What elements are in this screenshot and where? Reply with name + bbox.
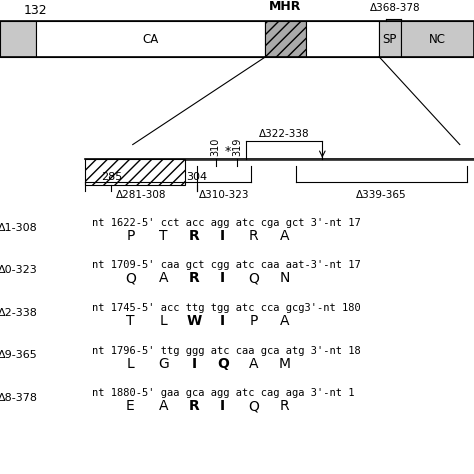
Text: Δ9-365: Δ9-365 bbox=[0, 350, 37, 361]
Text: nt 1709-5' caa gct cgg atc caa aat-3'-nt 17: nt 1709-5' caa gct cgg atc caa aat-3'-nt… bbox=[92, 260, 361, 271]
Bar bbox=[265, 21, 306, 57]
Text: A: A bbox=[159, 271, 168, 285]
Text: T: T bbox=[126, 314, 135, 328]
Text: L: L bbox=[127, 356, 134, 371]
Text: I: I bbox=[220, 271, 225, 285]
Text: MHR: MHR bbox=[269, 0, 301, 13]
Text: R: R bbox=[280, 399, 289, 413]
Text: I: I bbox=[220, 228, 225, 243]
Text: Δ281-308: Δ281-308 bbox=[116, 190, 166, 200]
Text: nt 1622-5' cct acc agg atc cga gct 3'-nt 17: nt 1622-5' cct acc agg atc cga gct 3'-nt… bbox=[92, 218, 361, 228]
Bar bbox=[85, 159, 185, 185]
Text: R: R bbox=[189, 271, 200, 285]
Text: nt 1880-5' gaa gca agg atc cag aga 3'-nt 1: nt 1880-5' gaa gca agg atc cag aga 3'-nt… bbox=[92, 388, 355, 399]
Text: 285: 285 bbox=[101, 173, 122, 182]
Text: E: E bbox=[126, 399, 135, 413]
Text: W: W bbox=[187, 314, 202, 328]
Text: *: * bbox=[224, 145, 231, 158]
Text: 319: 319 bbox=[232, 138, 242, 156]
Text: P: P bbox=[126, 228, 135, 243]
Text: nt 1745-5' acc ttg tgg atc cca gcg3'-nt 180: nt 1745-5' acc ttg tgg atc cca gcg3'-nt … bbox=[92, 303, 361, 313]
Text: G: G bbox=[158, 356, 169, 371]
Text: I: I bbox=[220, 314, 225, 328]
Text: Δ339-365: Δ339-365 bbox=[356, 190, 407, 200]
Bar bbox=[379, 21, 401, 57]
Text: SP: SP bbox=[383, 33, 397, 46]
Text: Q: Q bbox=[248, 399, 259, 413]
Text: NC: NC bbox=[429, 33, 446, 46]
Text: CA: CA bbox=[142, 33, 159, 46]
Text: N: N bbox=[279, 271, 290, 285]
Text: R: R bbox=[249, 228, 258, 243]
Text: M: M bbox=[278, 356, 291, 371]
Text: A: A bbox=[280, 228, 289, 243]
Text: A: A bbox=[249, 356, 258, 371]
Text: Δ2-338: Δ2-338 bbox=[0, 308, 37, 318]
Text: Q: Q bbox=[125, 271, 136, 285]
Text: nt 1796-5' ttg ggg atc caa gca atg 3'-nt 18: nt 1796-5' ttg ggg atc caa gca atg 3'-nt… bbox=[92, 346, 361, 356]
Text: P: P bbox=[249, 314, 258, 328]
Bar bbox=[401, 21, 474, 57]
Text: Q: Q bbox=[248, 271, 259, 285]
Text: I: I bbox=[220, 399, 225, 413]
Text: 304: 304 bbox=[186, 173, 207, 182]
Bar bbox=[36, 21, 265, 57]
Text: Δ8-378: Δ8-378 bbox=[0, 393, 37, 403]
Text: A: A bbox=[159, 399, 168, 413]
Text: A: A bbox=[280, 314, 289, 328]
Text: 310: 310 bbox=[210, 138, 221, 156]
Text: Δ0-323: Δ0-323 bbox=[0, 265, 37, 275]
Bar bbox=[306, 21, 379, 57]
Bar bbox=[0, 21, 474, 57]
Text: Q: Q bbox=[217, 356, 229, 371]
Text: Δ322-338: Δ322-338 bbox=[259, 129, 310, 139]
Text: Δ1-308: Δ1-308 bbox=[0, 222, 37, 233]
Text: Δ368-378: Δ368-378 bbox=[370, 3, 420, 13]
Text: L: L bbox=[160, 314, 167, 328]
Text: R: R bbox=[189, 399, 200, 413]
Text: I: I bbox=[192, 356, 197, 371]
Text: Δ310-323: Δ310-323 bbox=[199, 190, 249, 200]
Bar bbox=[0, 21, 36, 57]
Text: 132: 132 bbox=[24, 4, 47, 17]
Text: T: T bbox=[159, 228, 168, 243]
Text: R: R bbox=[189, 228, 200, 243]
